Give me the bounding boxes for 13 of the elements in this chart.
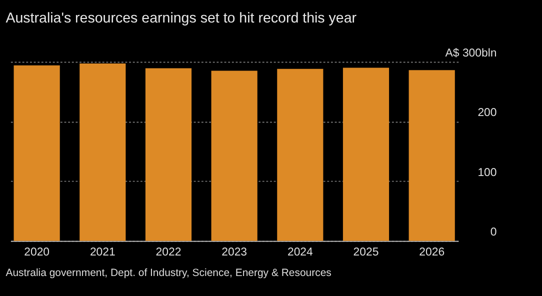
x-tick-label: 2026 bbox=[419, 246, 445, 259]
x-tick-label: 2024 bbox=[287, 246, 314, 259]
x-tick-label: 2022 bbox=[156, 246, 182, 259]
chart-title: Australia's resources earnings set to hit record this year bbox=[6, 10, 357, 27]
y-tick-label: 200 bbox=[478, 107, 497, 120]
y-tick-label: A$ 300bln bbox=[445, 48, 497, 60]
x-tick-label: 2023 bbox=[222, 246, 248, 259]
y-tick-label: 0 bbox=[490, 226, 497, 239]
x-tick-label: 2021 bbox=[90, 246, 116, 259]
y-tick-label: 100 bbox=[478, 166, 497, 179]
text: Australia government, Dept. of Industry, Science, Energy & Resources bbox=[6, 268, 332, 280]
x-tick-label: 2020 bbox=[24, 246, 50, 259]
x-tick-label: 2025 bbox=[353, 246, 379, 259]
